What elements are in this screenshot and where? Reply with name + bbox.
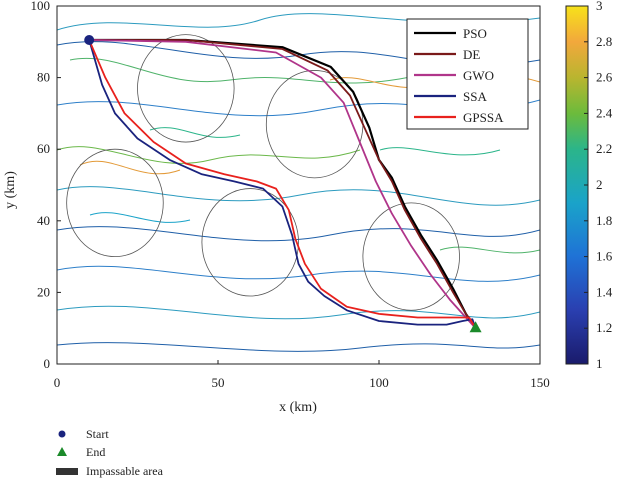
y-axis-ticks: 0 20 40 60 80 100: [31, 0, 61, 371]
contour-line: [89, 212, 191, 223]
threat-circle-5: [362, 202, 460, 311]
contour-line: [149, 127, 241, 138]
y-tick-label: 100: [31, 0, 51, 13]
legend: PSO DE GWO SSA GPSSA: [406, 18, 529, 130]
impassable-legend-icon: [56, 468, 78, 475]
contour-line: [57, 342, 540, 352]
series-line-gpssa: [88, 39, 477, 329]
start-legend-label: Start: [86, 427, 109, 441]
colorbar-tick-label: 3: [596, 0, 603, 13]
contour-line: [57, 186, 540, 206]
contour-line: [57, 146, 361, 164]
start-marker: [84, 35, 95, 46]
y-tick-label: 40: [37, 213, 50, 228]
series-line-pso: [89, 38, 477, 329]
x-tick-label: 0: [54, 375, 61, 390]
legend-label-ssa: SSA: [463, 89, 487, 104]
end-legend-label: End: [86, 445, 105, 459]
contour-line: [79, 160, 181, 175]
legend-label-pso: PSO: [463, 26, 487, 41]
x-axis-ticks: 0 50 100 150: [54, 360, 550, 390]
series-line-gwo: [89, 39, 477, 329]
end-legend-icon: [57, 447, 67, 456]
colorbar-ticks: 1 1.2 1.4 1.6 1.8 2 2.2 2.4 2.6 2.8 3: [584, 0, 613, 371]
y-tick-label: 60: [37, 141, 50, 156]
legend-label-de: DE: [463, 47, 480, 62]
x-tick-label: 100: [369, 375, 389, 390]
legend-label-gwo: GWO: [463, 68, 494, 83]
end-marker: [469, 321, 482, 333]
contour-line: [379, 147, 501, 156]
contour-line: [57, 265, 540, 282]
contour-line: [57, 305, 540, 320]
contour-line: [439, 246, 540, 254]
colorbar-tick-label: 1.8: [596, 213, 612, 228]
threat-circles: [66, 34, 460, 311]
colorbar-tick-label: 2.4: [596, 105, 613, 120]
colorbar-tick-label: 1.2: [596, 320, 612, 335]
contour-line: [57, 226, 540, 242]
colorbar-tick-label: 2.6: [596, 70, 613, 85]
colorbar-tick-label: 2.8: [596, 34, 612, 49]
colorbar-tick-label: 2.2: [596, 141, 612, 156]
y-tick-label: 20: [37, 284, 50, 299]
axes-frame: [56, 5, 541, 365]
legend-label-gpssa: GPSSA: [463, 110, 504, 125]
threat-circle-4: [201, 188, 299, 297]
colorbar-tick-label: 1: [596, 356, 603, 371]
y-tick-label: 0: [44, 356, 51, 371]
contour-line: [69, 57, 421, 84]
x-axis-label: x (km): [279, 400, 317, 415]
impassable-legend-label: Impassable area: [86, 464, 164, 478]
series-lines: [88, 38, 477, 329]
series-line-de: [89, 39, 477, 329]
x-tick-label: 50: [212, 375, 225, 390]
y-axis-label: y (km): [3, 171, 18, 209]
colorbar-tick-label: 2: [596, 177, 603, 192]
colorbar-tick-label: 1.4: [596, 284, 613, 299]
threat-circle-1: [137, 34, 235, 143]
series-line-ssa: [88, 39, 477, 329]
colorbar-tick-label: 1.6: [596, 249, 613, 264]
x-tick-label: 150: [530, 375, 550, 390]
start-legend-icon: [58, 430, 66, 438]
y-tick-label: 80: [37, 70, 50, 85]
threat-circle-3: [66, 148, 164, 257]
